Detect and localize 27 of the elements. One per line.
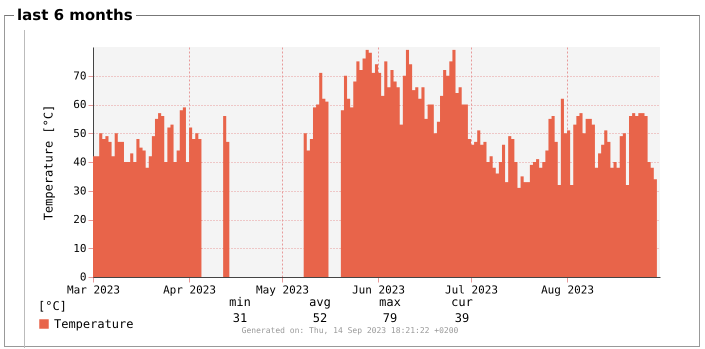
y-tick-label: 0 <box>80 270 86 284</box>
text: cur <box>451 295 473 309</box>
text: Generated on: Thu, 14 Sep 2023 18:21:22 +0200 <box>242 326 458 335</box>
y-tick-label: 60 <box>73 98 86 111</box>
text: avg <box>309 295 331 309</box>
x-tick-label: Aug 2023 <box>541 284 594 296</box>
text: min <box>229 295 251 309</box>
y-axis-title: Temperature [°C] <box>41 104 56 220</box>
legend-title: [°C] <box>38 299 67 313</box>
y-tick-label: 40 <box>73 156 86 168</box>
legend-label: Temperature <box>54 317 134 331</box>
x-tick-label: Apr 2023 <box>163 284 216 296</box>
y-tick-label: 20 <box>73 213 86 226</box>
y-tick-label: 10 <box>73 242 86 255</box>
text: max <box>379 295 401 309</box>
text: 52 <box>312 311 328 325</box>
y-tick-label: 70 <box>73 69 86 82</box>
y-tick-label: 30 <box>73 184 86 198</box>
text: 79 <box>382 311 398 325</box>
text: 31 <box>232 311 248 325</box>
x-tick-label: May 2023 <box>256 284 309 296</box>
text: 39 <box>454 311 470 325</box>
x-tick-label: Jun 2023 <box>352 284 406 296</box>
x-tick-label: Jul 2023 <box>445 284 498 296</box>
x-tick-label: Mar 2023 <box>67 284 120 296</box>
y-tick-label: 50 <box>73 126 86 140</box>
chart-title: last 6 months <box>14 6 136 24</box>
